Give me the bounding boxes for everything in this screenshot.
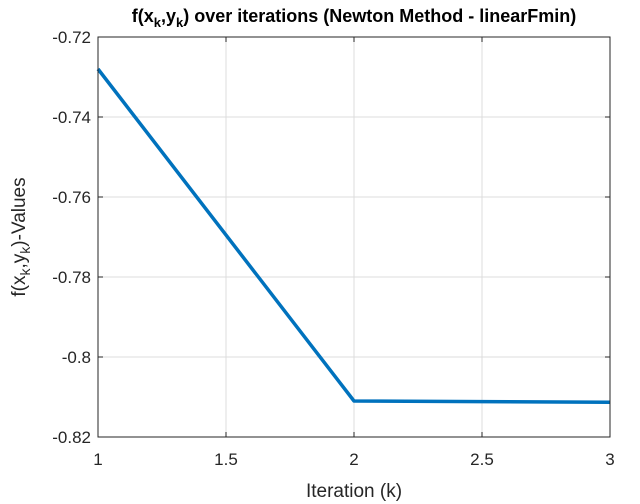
grid: [98, 37, 610, 437]
tick-layer: 1 1.5 2 2.5 3 -0.82 -0.8 -0.78 -0.76 -0.74 -0.72: [52, 28, 614, 469]
y-tick-label: -0.82: [52, 428, 91, 447]
x-tick-label: 2: [349, 450, 358, 469]
x-tick-label: 2.5: [470, 450, 494, 469]
x-tick-label: 1.5: [214, 450, 238, 469]
series-line: [96, 67, 611, 404]
y-axis-label: f(xk,yk)-Values: [9, 177, 33, 296]
x-axis-label: Iteration (k): [306, 481, 402, 502]
y-tick-label: -0.72: [52, 28, 91, 47]
y-tick-label: -0.74: [52, 108, 91, 127]
y-axis-label-subscript-k: k: [17, 246, 33, 254]
series-layer: [96, 67, 611, 404]
y-tick-label: -0.8: [62, 348, 91, 367]
y-tick-label: -0.76: [52, 188, 91, 207]
chart-title-subscript-k: k: [154, 15, 162, 30]
chart-title: f(xk,yk) over iterations (Newton Method …: [132, 6, 577, 30]
chart-title-subscript-k: k: [176, 15, 184, 30]
x-tick-label: 1: [93, 450, 102, 469]
y-tick-label: -0.78: [52, 268, 91, 287]
x-tick-label: 3: [605, 450, 614, 469]
y-axis-label-subscript-k: k: [17, 268, 33, 276]
